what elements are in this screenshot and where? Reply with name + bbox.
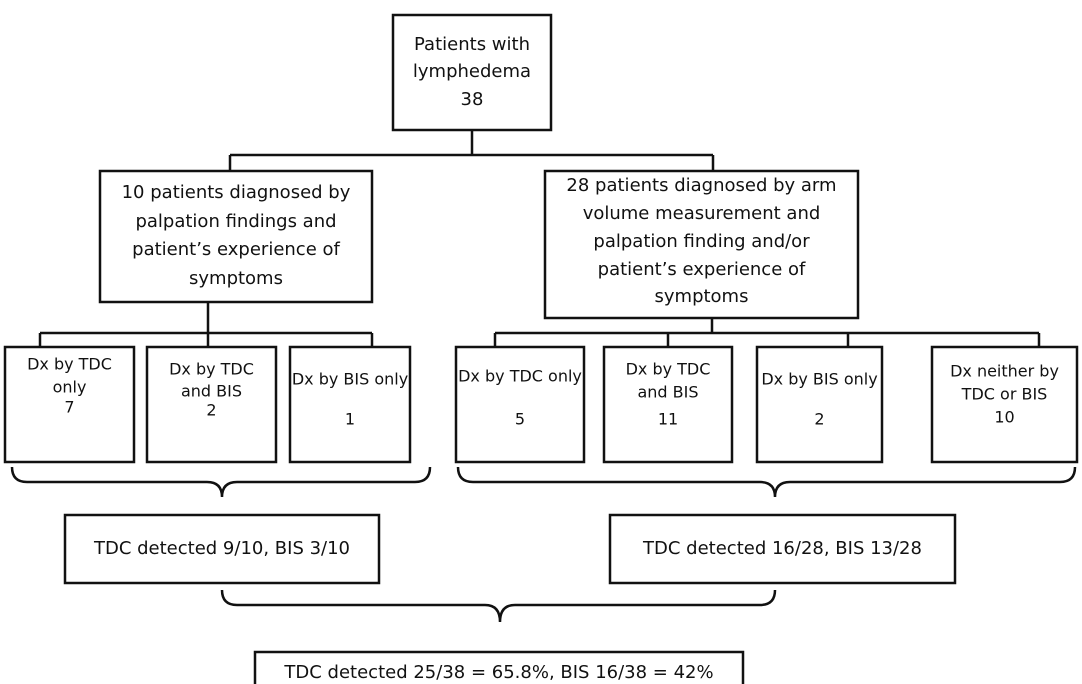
label: 10 patients diagnosed by bbox=[122, 182, 351, 203]
label: and BIS bbox=[637, 383, 698, 402]
label: 28 patients diagnosed by arm bbox=[566, 175, 836, 196]
box bbox=[98, 169, 374, 304]
connector bbox=[228, 130, 715, 171]
subgroup-node: Dx by TDC and BIS 11 bbox=[602, 345, 734, 464]
count: 7 bbox=[64, 398, 74, 417]
label: Dx by TDC bbox=[626, 360, 711, 379]
subgroup-node: Dx by TDC only 5 bbox=[454, 345, 586, 464]
box bbox=[930, 345, 1079, 464]
box bbox=[288, 345, 412, 464]
label: symptoms bbox=[655, 286, 749, 307]
label: TDC detected 25/38 = 65.8%, BIS 16/38 = … bbox=[283, 662, 713, 683]
label: symptoms bbox=[189, 268, 283, 289]
subgroup-node: Dx by BIS only 2 bbox=[755, 345, 884, 464]
total-node: TDC detected 25/38 = 65.8%, BIS 16/38 = … bbox=[253, 650, 745, 684]
summary-node: TDC detected 9/10, BIS 3/10 bbox=[63, 513, 381, 585]
connector bbox=[493, 318, 1041, 347]
box bbox=[145, 345, 278, 464]
box bbox=[454, 345, 586, 464]
label: only bbox=[53, 378, 87, 397]
label: Dx by TDC only bbox=[458, 367, 582, 386]
label: TDC or BIS bbox=[961, 385, 1048, 404]
label: and BIS bbox=[181, 382, 242, 401]
connector bbox=[38, 302, 374, 347]
label: patient’s experience of bbox=[598, 259, 806, 280]
label: palpation finding and/or bbox=[593, 231, 810, 252]
box bbox=[391, 13, 553, 132]
label: volume measurement and bbox=[583, 203, 821, 224]
label: Dx neither by bbox=[950, 362, 1059, 381]
subgroup-node: Dx by BIS only 1 bbox=[288, 345, 412, 464]
label: TDC detected 16/28, BIS 13/28 bbox=[642, 538, 922, 559]
count: 2 bbox=[814, 410, 824, 429]
count: 1 bbox=[345, 410, 355, 429]
box bbox=[63, 513, 381, 585]
label: Dx by BIS only bbox=[761, 370, 877, 389]
count: 2 bbox=[206, 401, 216, 420]
count: 5 bbox=[515, 410, 525, 429]
brace bbox=[456, 466, 1077, 498]
summary-node: TDC detected 16/28, BIS 13/28 bbox=[608, 513, 957, 585]
label: Patients with bbox=[414, 34, 530, 55]
label: lymphedema bbox=[413, 61, 531, 82]
count: 11 bbox=[658, 410, 678, 429]
box bbox=[253, 650, 745, 684]
label: patient’s experience of bbox=[132, 239, 340, 260]
label: Dx by TDC bbox=[27, 355, 112, 374]
label: TDC detected 9/10, BIS 3/10 bbox=[93, 538, 350, 559]
brace bbox=[220, 589, 777, 623]
label: Dx by TDC bbox=[169, 360, 254, 379]
box bbox=[3, 345, 136, 464]
connectors bbox=[10, 130, 1077, 623]
box bbox=[602, 345, 734, 464]
count: 38 bbox=[461, 89, 484, 110]
brace bbox=[10, 466, 432, 498]
group-node: 10 patients diagnosed by palpation findin… bbox=[98, 169, 374, 304]
subgroup-node: Dx neither by TDC or BIS 10 bbox=[930, 345, 1079, 464]
label: Dx by BIS only bbox=[292, 370, 408, 389]
box bbox=[543, 169, 860, 320]
box bbox=[608, 513, 957, 585]
label: palpation findings and bbox=[135, 211, 336, 232]
root-node: Patients with lymphedema 38 bbox=[391, 13, 553, 132]
box bbox=[755, 345, 884, 464]
count: 10 bbox=[994, 408, 1014, 427]
group-node: 28 patients diagnosed by arm volume measu… bbox=[543, 169, 860, 320]
